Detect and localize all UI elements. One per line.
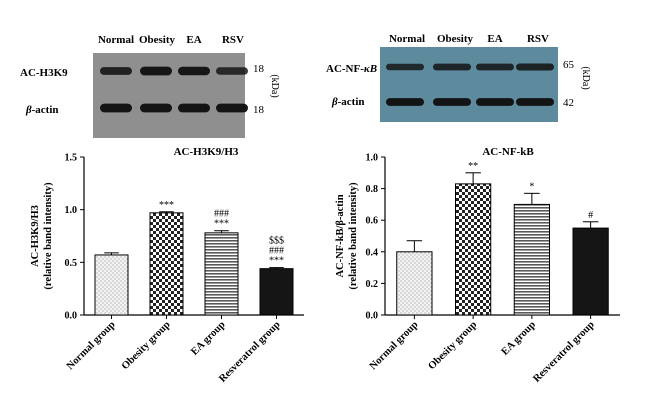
bar (94, 254, 129, 316)
blot2-lane-label: Normal (389, 33, 425, 45)
blot-band (140, 66, 172, 76)
blot-band (516, 63, 554, 71)
blot1-kda-value: 18 (253, 104, 265, 116)
x-tick-label: Normal group (368, 319, 421, 372)
blot2-membrane (380, 47, 558, 122)
x-tick-label: EA group (500, 319, 538, 357)
blot1-kda-value: 18 (253, 63, 265, 75)
blot-band (100, 67, 132, 75)
significance-marker: *** (214, 219, 229, 230)
blot2-row-label: β-actin (331, 96, 365, 108)
blot1-membrane (93, 53, 245, 138)
blot-band (476, 63, 514, 71)
y-tick-label: 0.6 (366, 216, 379, 227)
blot-band (386, 63, 424, 71)
blot1-bands (100, 66, 248, 113)
chart-title: AC-H3K9/H3 (174, 146, 239, 158)
blot1-lane-label: Obesity (139, 34, 176, 46)
blot-band (386, 98, 424, 106)
blot2-kda-value: 65 (563, 59, 575, 71)
y-tick-label: 0.5 (65, 258, 78, 269)
blot1-kda-unit: (kDa) (269, 74, 280, 97)
y-tick-label: 1.5 (65, 153, 78, 164)
x-tick-label: Obesity group (120, 319, 173, 372)
blot2-lane-label: Obesity (437, 33, 474, 45)
significance-marker: * (529, 181, 534, 192)
y-tick-label: 0.8 (366, 184, 379, 195)
y-tick-label: 0.0 (65, 311, 78, 322)
significance-marker: *** (159, 200, 174, 211)
chart-title: AC-NF-kB (482, 146, 534, 158)
blot2-lane-labels: Normal Obesity EA RSV (389, 33, 549, 45)
blot-panel-1: Normal Obesity EA RSV AC-H3K9 β-actin 18… (20, 34, 280, 138)
y-tick-label: 1.0 (65, 205, 78, 216)
blot-band (100, 103, 132, 113)
x-tick-label: Resveratrol group (531, 319, 597, 385)
blot-band (433, 63, 471, 71)
blot2-lane-label: EA (487, 33, 502, 45)
significance-marker: ### (214, 209, 229, 220)
bar-chart-ac-h3k9: AC-H3K9/H3 AC-H3K9/H3 (relative band inten… (30, 146, 304, 385)
blot2-kda-value: 42 (563, 97, 574, 109)
y-tick-label: 0.4 (366, 247, 379, 258)
blot1-lane-labels: Normal Obesity EA RSV (98, 34, 244, 46)
y-tick-label: 1.0 (366, 153, 379, 164)
blot-band (140, 103, 172, 113)
blot-panel-2: Normal Obesity EA RSV AC-NF-κB β-actin 6… (326, 33, 591, 122)
blot1-row-label: β-actin (25, 104, 59, 116)
bar (149, 212, 184, 316)
blot-band (216, 103, 248, 113)
y-axis-label: AC-NF-kB/β-actin (relative band intensity… (335, 182, 359, 290)
x-tick-label: Obesity group (426, 319, 479, 372)
y-axis-label: AC-H3K9/H3 (relative band intensity) (30, 182, 54, 290)
blot2-lane-label: RSV (527, 33, 549, 45)
blot-band (516, 98, 554, 106)
x-tick-label: EA group (189, 319, 227, 357)
blot2-row-label: AC-NF-κB (326, 63, 377, 75)
y-tick-label: 0.2 (366, 279, 379, 290)
blot-band (178, 103, 210, 113)
bar (572, 227, 609, 316)
blot-band (216, 67, 248, 75)
x-tick-label: Normal group (65, 319, 118, 372)
bar (513, 203, 550, 316)
blot1-lane-label: EA (186, 34, 201, 46)
significance-marker: # (588, 210, 593, 221)
bar (259, 268, 294, 316)
blot-band (178, 66, 210, 76)
significance-marker: *** (269, 256, 284, 267)
blot1-lane-label: RSV (222, 34, 244, 46)
bar (204, 232, 239, 316)
blot2-kda-unit: (kDa) (580, 66, 591, 89)
blot1-row-label: AC-H3K9 (20, 67, 68, 79)
significance-marker: $$$ (269, 236, 284, 247)
blot2-bands (386, 63, 554, 106)
x-tick-label: Resveratrol group (217, 319, 283, 385)
y-tick-label: 0.0 (366, 311, 379, 322)
bar-chart-ac-nf-kb: AC-NF-kB AC-NF-kB/β-actin (relative band i… (335, 146, 620, 385)
significance-marker: ** (468, 161, 478, 172)
blot-band (476, 98, 514, 106)
blot-band (433, 98, 471, 106)
bar (455, 183, 492, 316)
significance-marker: ### (269, 246, 284, 257)
blot1-lane-label: Normal (98, 34, 134, 46)
bar (396, 251, 433, 316)
